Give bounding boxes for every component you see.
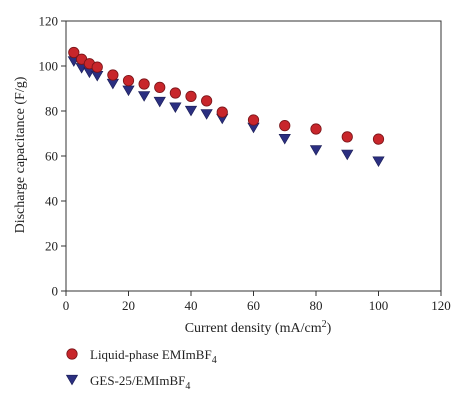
y-tick-label: 0 [52,284,59,299]
legend-label: GES-25/EMImBF4 [90,373,190,392]
x-tick-label: 0 [63,298,70,313]
data-point [309,145,323,156]
legend-marker [66,348,78,360]
x-tick-label: 80 [310,298,323,313]
y-tick-label: 60 [45,149,58,164]
x-tick-label: 20 [122,298,135,313]
y-axis: 0 20 40 60 80 100 120 [39,14,66,299]
legend-label-subscript: 4 [185,381,190,392]
x-axis-label: Current density (mA/cm2) [185,319,332,336]
x-tick-label: 60 [247,298,260,313]
data-point [278,134,291,145]
plot-border [65,20,442,292]
data-point [68,46,80,59]
data-point [122,85,135,97]
legend-label: Liquid-phase EMImBF4 [90,347,217,366]
data-point [184,105,198,117]
data-point [106,78,119,90]
data-point [153,96,166,108]
x-axis: 0 20 40 60 80 100 120 [63,291,451,313]
series-liquid-phase [68,46,385,145]
data-point [122,75,135,87]
series-layer [67,46,385,168]
x-tick-label: 40 [185,298,198,313]
data-point [310,123,322,135]
y-tick-label: 80 [45,104,58,119]
data-point [91,71,104,82]
legend-label-text: GES-25/EMImBF [90,373,185,388]
data-point [372,133,385,145]
series-ges-25 [67,56,385,168]
x-axis-label-text: Current density (mA/cm [185,321,322,336]
y-tick-label: 40 [45,194,58,209]
legend-label-text: Liquid-phase EMImBF [90,347,212,362]
data-point [169,102,182,114]
x-axis-label-tail: ) [327,321,332,336]
data-point [200,109,213,120]
legend-marker [65,374,79,386]
data-point [341,149,354,161]
y-tick-label: 20 [45,239,58,254]
data-point [91,61,103,73]
y-tick-label: 100 [39,59,59,74]
data-point [247,114,260,126]
x-axis-label-superscript: 2 [322,319,327,330]
x-tick-label: 120 [431,298,451,313]
data-point [201,95,213,107]
y-axis-label: Discharge capacitance (F/g) [13,76,28,233]
data-point [169,87,181,99]
plot-frame [65,20,442,292]
legend-label-subscript: 4 [212,355,217,366]
data-point [279,120,291,132]
data-point [216,106,228,118]
data-point [154,81,166,93]
data-point [372,156,385,168]
data-point [341,131,353,143]
y-tick-label: 120 [39,14,59,29]
data-point [185,90,197,102]
x-tick-label: 100 [369,298,389,313]
data-point [138,78,150,90]
data-point [138,91,151,102]
data-point [107,69,119,81]
